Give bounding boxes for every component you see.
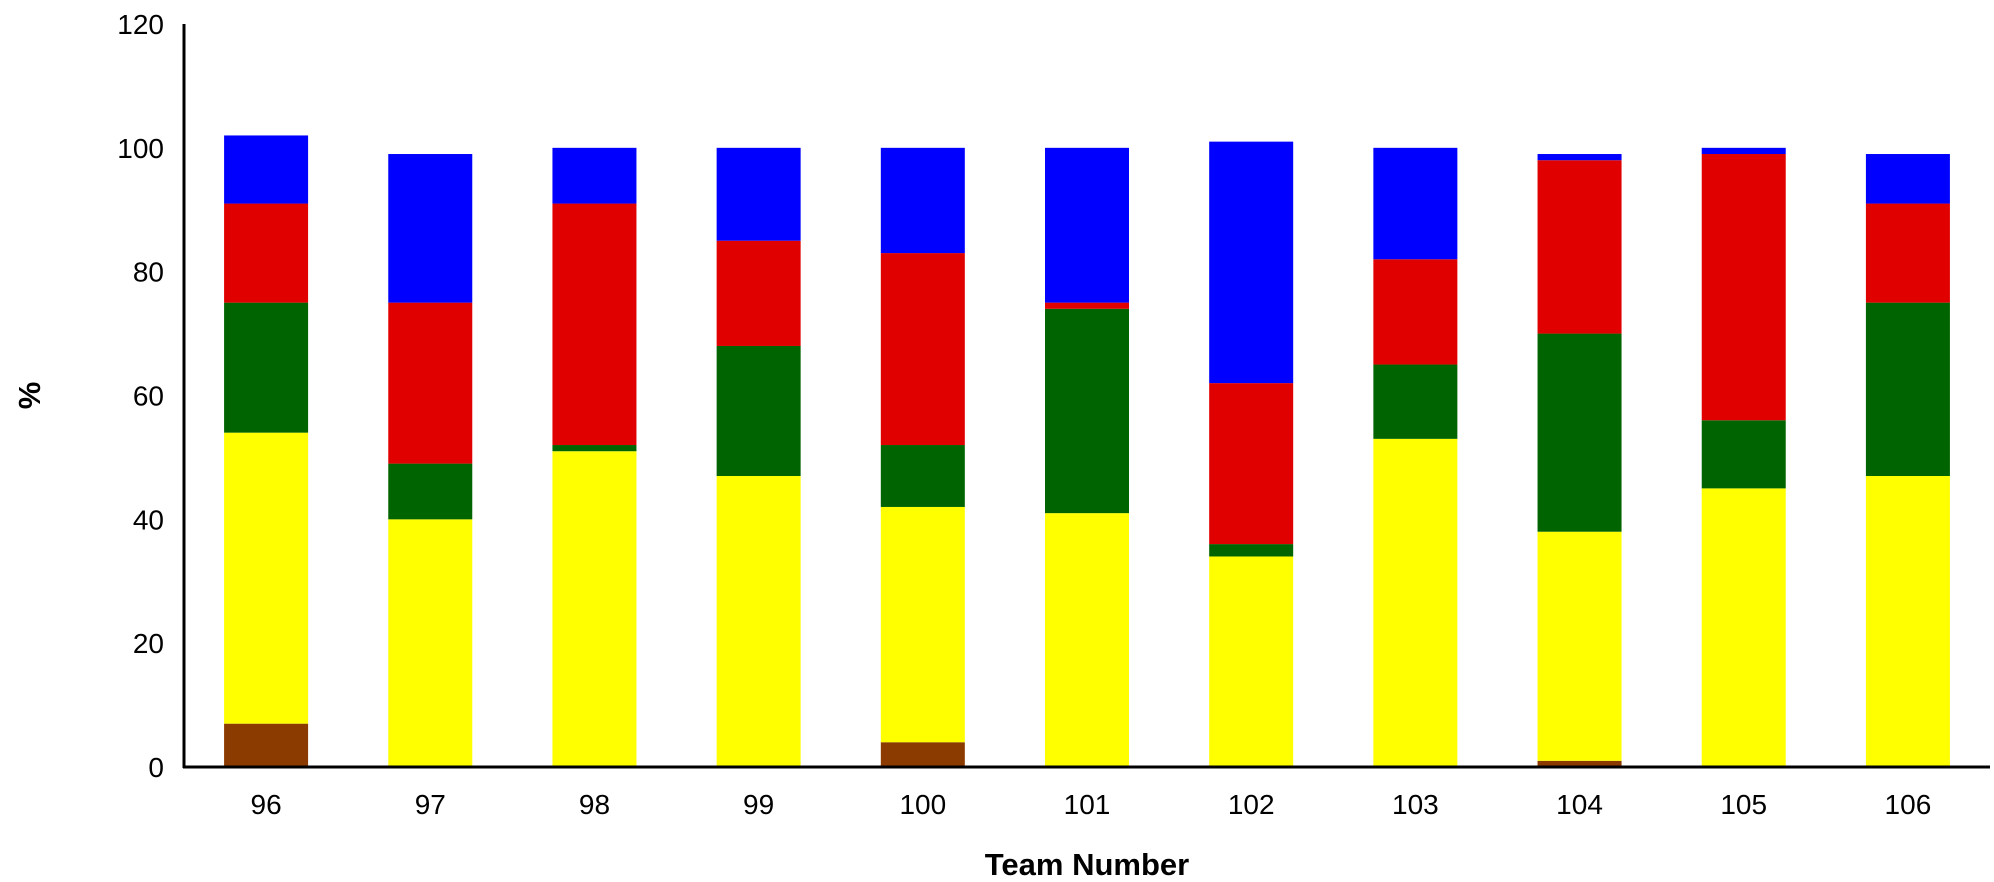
bar-segment-team-100-layer-3 (880, 445, 965, 507)
bar-segment-team-98-layer-2 (552, 451, 637, 767)
y-tick-label: 0 (148, 752, 164, 783)
bar-segment-team-101-layer-4 (1045, 302, 1129, 309)
x-tick-label: 96 (251, 789, 282, 820)
bar-segment-team-99-layer-3 (716, 345, 801, 476)
bar-segment-team-103-layer-5 (1373, 147, 1458, 260)
bar-segment-team-106-layer-4 (1865, 203, 1950, 303)
bar-segment-team-100-layer-1 (880, 742, 965, 767)
x-tick-label: 106 (1885, 789, 1932, 820)
bar-segment-team-101-layer-2 (1045, 513, 1129, 767)
y-tick-label: 120 (117, 9, 164, 40)
bar-segment-team-98-layer-3 (552, 445, 637, 452)
x-tick-label: 105 (1720, 789, 1767, 820)
y-tick-label: 80 (133, 257, 164, 288)
bar-segment-team-103-layer-2 (1373, 438, 1458, 767)
bar-segment-team-105-layer-5 (1701, 147, 1786, 155)
bar-segment-team-102-layer-4 (1209, 383, 1294, 545)
bar-segment-team-96-layer-1 (224, 723, 309, 767)
bar-segment-team-105-layer-4 (1701, 154, 1786, 421)
bar-segment-team-96-layer-5 (224, 135, 309, 204)
bars-layer (224, 135, 1950, 768)
bar-segment-team-99-layer-5 (716, 147, 801, 241)
y-tick-label: 20 (133, 628, 164, 659)
bar-segment-team-100-layer-2 (880, 506, 965, 743)
x-tick-label: 101 (1064, 789, 1111, 820)
bar-segment-team-106-layer-5 (1865, 154, 1950, 204)
bar-segment-team-104-layer-4 (1537, 160, 1622, 334)
bar-segment-team-97-layer-3 (388, 463, 473, 520)
bar-segment-team-105-layer-3 (1701, 420, 1786, 489)
y-tick-label: 40 (133, 504, 164, 535)
y-tick-label: 60 (133, 381, 164, 412)
bar-segment-team-96-layer-2 (224, 432, 309, 724)
bar-segment-team-106-layer-2 (1865, 475, 1950, 767)
bar-segment-team-103-layer-4 (1373, 259, 1458, 365)
y-axis-title: % (12, 382, 47, 410)
x-tick-label: 103 (1392, 789, 1439, 820)
bar-segment-team-99-layer-2 (716, 475, 801, 767)
x-tick-label: 99 (743, 789, 774, 820)
x-tick-label: 98 (579, 789, 610, 820)
y-tick-labels: 0 20 40 60 80 100 120 (117, 9, 164, 783)
bar-segment-team-98-layer-5 (552, 147, 637, 204)
x-tick-label: 104 (1556, 789, 1603, 820)
x-tick-label: 102 (1228, 789, 1275, 820)
bar-segment-team-99-layer-4 (716, 240, 801, 346)
bar-segment-team-100-layer-5 (880, 147, 965, 254)
bar-segment-team-98-layer-4 (552, 203, 637, 446)
y-tick-label: 100 (117, 133, 164, 164)
bar-segment-team-104-layer-3 (1537, 333, 1622, 532)
x-axis-title: Team Number (985, 847, 1189, 882)
bar-segment-team-104-layer-5 (1537, 154, 1622, 161)
bar-segment-team-104-layer-2 (1537, 531, 1622, 761)
bar-segment-team-106-layer-3 (1865, 302, 1950, 476)
x-tick-label: 97 (415, 789, 446, 820)
bar-segment-team-97-layer-2 (388, 519, 473, 767)
bar-segment-team-103-layer-3 (1373, 364, 1458, 439)
bar-segment-team-101-layer-3 (1045, 308, 1129, 514)
x-tick-label: 100 (899, 789, 946, 820)
bar-segment-team-96-layer-4 (224, 203, 309, 303)
bar-segment-team-97-layer-5 (388, 154, 473, 303)
bar-segment-team-102-layer-5 (1209, 141, 1294, 384)
bar-segment-team-105-layer-2 (1701, 488, 1786, 768)
bar-segment-team-102-layer-2 (1209, 556, 1294, 767)
bar-segment-team-96-layer-3 (224, 302, 309, 433)
bar-segment-team-101-layer-5 (1045, 147, 1129, 303)
bar-segment-team-104-layer-1 (1537, 760, 1622, 767)
bar-segment-team-102-layer-3 (1209, 544, 1294, 557)
bar-segment-team-100-layer-4 (880, 253, 965, 446)
bar-segment-team-97-layer-4 (388, 302, 473, 464)
x-tick-labels: 96 97 98 99 100 101 102 103 104 105 106 (251, 789, 1932, 820)
axes-layer (182, 24, 1990, 769)
